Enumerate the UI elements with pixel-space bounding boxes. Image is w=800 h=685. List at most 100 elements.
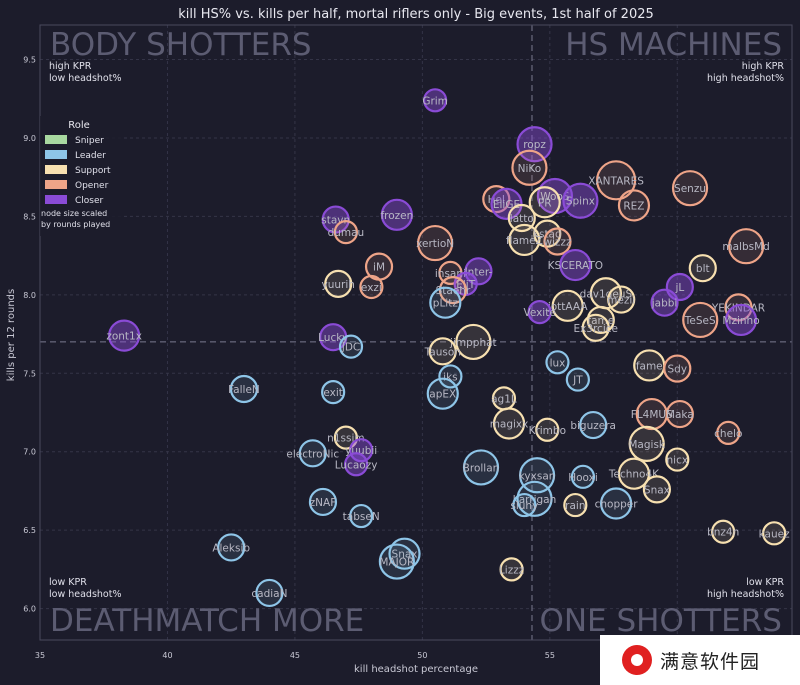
data-point-label: dav1deuS	[580, 288, 633, 300]
data-point-label: Senzu	[674, 183, 706, 195]
data-point-marker	[343, 452, 369, 477]
data-point-marker	[338, 334, 364, 359]
data-point-label: mezii	[607, 295, 635, 307]
data-point-marker	[324, 269, 353, 298]
data-point-label: YEKINDAR	[711, 302, 765, 314]
data-point-label: fame	[636, 360, 663, 372]
data-point: flameZ	[506, 223, 543, 257]
data-point: iks	[438, 364, 463, 389]
data-point-label: Sdy	[668, 364, 688, 376]
data-point: PR	[528, 186, 561, 219]
data-point-marker	[728, 228, 765, 265]
data-point: tabseN	[343, 503, 380, 529]
watermark-logo-icon	[622, 645, 652, 675]
data-point-label: xertioN	[416, 238, 454, 250]
data-point-marker	[508, 223, 541, 257]
data-point: Snax	[642, 475, 671, 504]
data-point: bnz4n	[707, 519, 739, 544]
data-point-label: cadiaN	[251, 588, 287, 600]
data-point: karrigan	[513, 480, 556, 517]
data-point-label: stavn	[321, 215, 350, 227]
watermark: 满意软件园	[600, 635, 800, 685]
data-point-label: yuurih	[322, 279, 355, 291]
data-point: cadiaN	[251, 578, 287, 608]
data-point-label: kyxsan	[519, 470, 556, 482]
data-point-label: ropz	[523, 139, 546, 151]
data-point-label: zNAF	[310, 497, 337, 509]
data-point-label: biguzera	[570, 420, 616, 432]
data-point-marker	[512, 492, 537, 518]
data-point-marker	[570, 464, 596, 489]
data-point-marker	[688, 254, 717, 283]
data-point-marker	[628, 425, 665, 462]
data-point: frozen	[380, 198, 413, 231]
data-point-label: REZ	[623, 200, 644, 212]
data-point-label: Snax	[644, 484, 670, 496]
data-point: mezii	[607, 285, 636, 314]
data-point-marker	[417, 224, 454, 262]
data-point: jottAAA	[547, 289, 588, 322]
data-point-marker	[255, 578, 284, 608]
data-point: NiKo	[511, 149, 548, 186]
data-point-marker	[565, 367, 590, 392]
data-point-marker	[600, 487, 633, 520]
data-point-marker	[462, 449, 500, 486]
legend-label: Support	[75, 166, 111, 176]
data-point: electroNic	[286, 439, 339, 468]
data-point-marker	[321, 380, 346, 405]
data-point-marker	[559, 248, 592, 282]
data-point-label: FalleN	[228, 384, 260, 396]
data-point-label: malbsMd	[722, 241, 769, 253]
data-point: Hooxi	[568, 464, 598, 489]
data-point-marker	[482, 185, 511, 214]
data-point-marker	[429, 286, 462, 319]
data-point-label: Vexite	[523, 307, 555, 319]
data-point-label: JT	[572, 375, 583, 387]
legend-label: Leader	[75, 151, 106, 161]
data-point-marker	[378, 543, 415, 580]
quadrant-note-bottom-right-2: high headshot%	[707, 589, 784, 600]
x-tick-label: 55	[545, 651, 555, 660]
data-point: chopper	[595, 487, 638, 520]
data-point-marker	[663, 354, 692, 383]
data-point-label: Techno4K	[608, 469, 660, 481]
data-point-label: pLitz	[433, 298, 459, 310]
legend-title: Role	[68, 120, 90, 131]
data-point-label: frozen	[380, 210, 413, 222]
data-point-marker	[711, 519, 736, 544]
data-point-label: siuhy	[510, 500, 538, 512]
quadrant-title-bottom-left: DEATHMATCH MORE	[50, 603, 364, 639]
data-point-marker	[682, 301, 719, 339]
legend-label: Opener	[75, 181, 109, 191]
data-point-label: jL	[674, 282, 684, 294]
data-point-marker	[428, 337, 457, 366]
data-point: zNAF	[308, 487, 338, 517]
data-point-label: NiKo	[518, 163, 542, 175]
data-point: Magisk	[628, 425, 666, 462]
data-point: XANTARES	[588, 160, 644, 201]
data-point-marker	[671, 170, 709, 207]
data-point-label: JDC	[341, 342, 361, 354]
y-tick-label: 9.0	[23, 134, 36, 143]
data-point: jimpphat	[449, 323, 497, 361]
legend-swatch	[45, 195, 67, 204]
data-point: FL4MUS	[631, 397, 673, 431]
y-tick-label: 7.0	[23, 448, 36, 457]
data-point: siuhy	[510, 492, 538, 518]
data-point-marker	[665, 399, 694, 429]
data-point-marker	[650, 288, 679, 317]
data-point-label: bnz4n	[707, 527, 739, 539]
data-point-marker	[438, 364, 463, 389]
data-point-label: Ex3rcice	[573, 323, 618, 335]
data-point-marker	[229, 374, 259, 404]
data-point: kauez	[759, 521, 790, 546]
data-point-label: iks	[443, 371, 457, 383]
data-point-label: exit	[323, 387, 343, 399]
x-tick-label: 40	[162, 651, 172, 660]
data-point: KSCERATO	[548, 248, 603, 282]
data-point-label: Mzinho	[722, 315, 759, 327]
data-point-label: Magisk	[628, 439, 666, 451]
x-tick-label: 45	[290, 651, 300, 660]
data-point: ag1L	[491, 386, 517, 411]
data-point-label: electroNic	[286, 448, 339, 460]
